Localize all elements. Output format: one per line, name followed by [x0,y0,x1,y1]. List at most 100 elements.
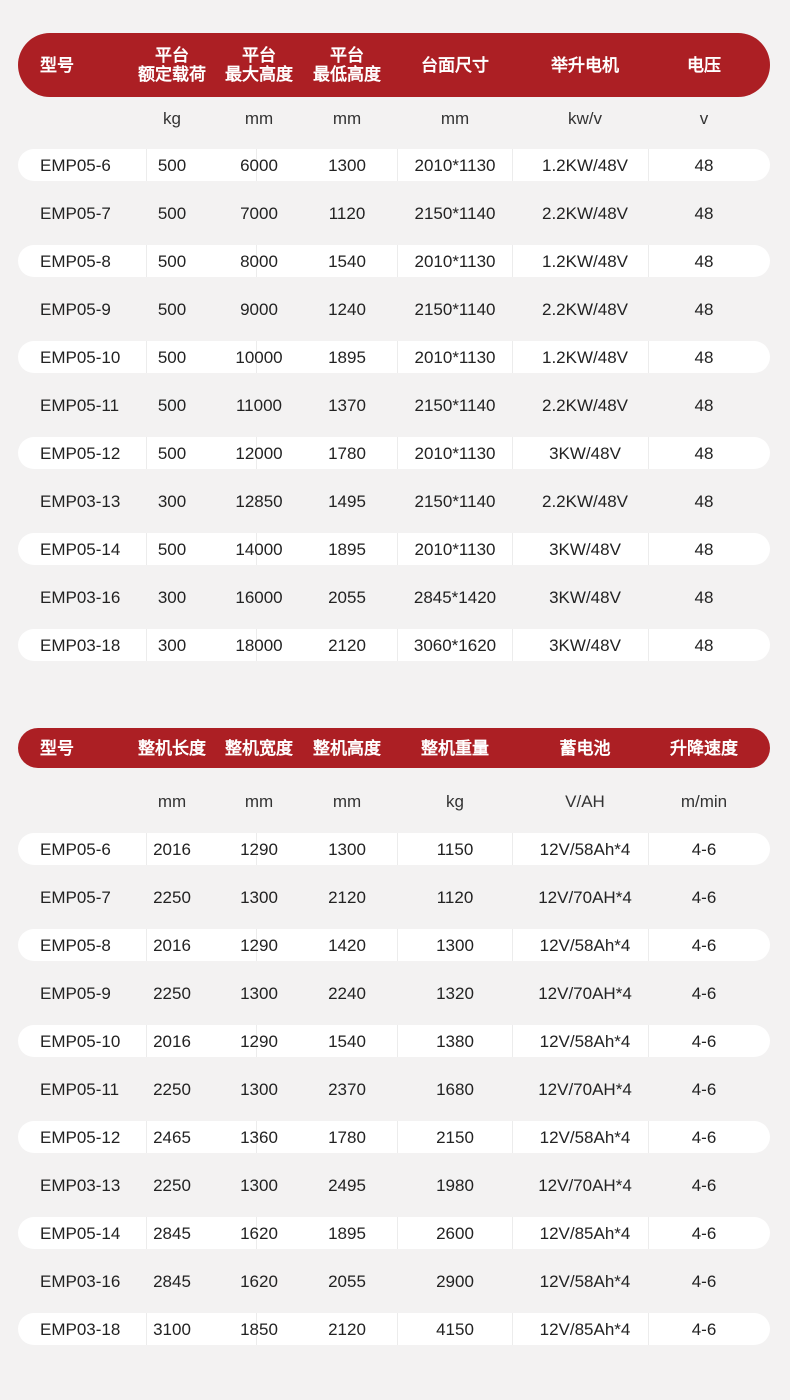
value-cell: 12V/58Ah*4 [539,935,631,955]
table-row: EMP03-16 2845 1620 2055 2900 12V/58Ah*4 4-6 [18,1265,770,1297]
unit-cell: mm [440,108,470,128]
column-divider [146,245,147,277]
value-cell: 6000 [240,155,278,175]
unit-cell: v [699,108,709,128]
table-row: EMP03-13 300 12850 1495 2150*1140 2.2KW/48V 48 [18,485,770,517]
header-cell: 平台 最大高度 [225,46,293,84]
value-cell: 48 [694,491,714,511]
model-cell: EMP05-9 [40,299,111,319]
value-cell: 3100 [153,1319,191,1339]
table-row: EMP05-9 500 9000 1240 2150*1140 2.2KW/48V 48 [18,293,770,325]
table-row: EMP03-18 300 18000 2120 3060*1620 3KW/48V 48 [18,629,770,661]
column-divider [256,1313,257,1345]
table-header: 型号 平台 额定载荷 平台 最大高度 平台 最低高度 台面尺寸 举升电机 电压 [18,33,770,97]
column-divider [397,533,398,565]
column-divider [648,833,649,865]
value-cell: 1895 [328,347,366,367]
column-divider [648,245,649,277]
value-cell: 12V/85Ah*4 [539,1223,631,1243]
value-cell: 48 [694,155,714,175]
column-divider [648,1025,649,1057]
value-cell: 3KW/48V [549,443,621,463]
value-cell: 12V/70AH*4 [538,1175,632,1195]
value-cell: 4-6 [691,1175,717,1195]
value-cell: 2010*1130 [414,251,496,271]
value-cell: 4-6 [691,1127,717,1147]
value-cell: 4-6 [691,1319,717,1339]
model-cell: EMP03-13 [40,1175,121,1195]
table-row: EMP05-9 2250 1300 2240 1320 12V/70AH*4 4-6 [18,977,770,1009]
value-cell: 10000 [235,347,283,367]
value-cell: 9000 [240,299,278,319]
table-row: EMP05-8 500 8000 1540 2010*1130 1.2KW/48V 48 [18,245,770,277]
value-cell: 1300 [328,839,366,859]
value-cell: 1.2KW/48V [542,155,628,175]
value-cell: 2900 [436,1271,474,1291]
value-cell: 1320 [436,983,474,1003]
model-cell: EMP05-8 [40,935,111,955]
value-cell: 48 [694,251,714,271]
value-cell: 2240 [328,983,366,1003]
value-cell: 4-6 [691,1079,717,1099]
value-cell: 2150 [436,1127,474,1147]
column-divider [512,341,513,373]
header-cell: 台面尺寸 [421,55,489,75]
value-cell: 2120 [328,635,366,655]
value-cell: 1150 [436,839,474,859]
value-cell: 3KW/48V [549,635,621,655]
value-cell: 3KW/48V [549,587,621,607]
column-divider [648,1217,649,1249]
model-cell: EMP05-11 [40,1079,120,1099]
value-cell: 1240 [328,299,366,319]
value-cell: 8000 [240,251,278,271]
value-cell: 2150*1140 [414,203,496,223]
value-cell: 2010*1130 [414,443,496,463]
header-cell: 举升电机 [551,55,619,75]
value-cell: 11000 [235,395,282,415]
value-cell: 48 [694,203,714,223]
unit-cell: V/AH [565,791,605,811]
value-cell: 12V/70AH*4 [538,887,632,907]
column-divider [256,1121,257,1153]
header-cell: 整机重量 [421,738,489,758]
value-cell: 500 [157,395,187,415]
column-divider [512,1217,513,1249]
model-cell: EMP05-8 [40,251,111,271]
column-divider [397,1025,398,1057]
value-cell: 1495 [328,491,366,511]
value-cell: 2120 [328,887,366,907]
value-cell: 1850 [240,1319,278,1339]
value-cell: 14000 [235,539,283,559]
value-cell: 4-6 [691,1223,717,1243]
value-cell: 2120 [328,1319,366,1339]
value-cell: 4150 [436,1319,474,1339]
column-divider [397,1121,398,1153]
column-divider [256,533,257,565]
model-cell: EMP05-10 [40,1031,121,1051]
value-cell: 2.2KW/48V [542,299,628,319]
header-cell: 整机宽度 [225,738,293,758]
column-divider [397,1217,398,1249]
header-cell: 平台 额定载荷 [138,46,206,84]
model-cell: EMP05-12 [40,1127,121,1147]
column-divider [256,437,257,469]
value-cell: 500 [157,539,187,559]
value-cell: 1380 [436,1031,474,1051]
model-cell: EMP05-10 [40,347,121,367]
column-divider [146,533,147,565]
value-cell: 500 [157,299,187,319]
unit-cell: mm [157,791,187,811]
table-row: EMP05-7 2250 1300 2120 1120 12V/70AH*4 4-6 [18,881,770,913]
value-cell: 2010*1130 [414,347,496,367]
value-cell: 1300 [240,983,278,1003]
column-divider [146,1217,147,1249]
value-cell: 1290 [240,839,278,859]
value-cell: 4-6 [691,839,717,859]
value-cell: 18000 [235,635,283,655]
value-cell: 500 [157,155,187,175]
value-cell: 2465 [153,1127,191,1147]
column-divider [146,1025,147,1057]
model-cell: EMP03-16 [40,587,121,607]
value-cell: 1895 [328,539,366,559]
value-cell: 48 [694,443,714,463]
